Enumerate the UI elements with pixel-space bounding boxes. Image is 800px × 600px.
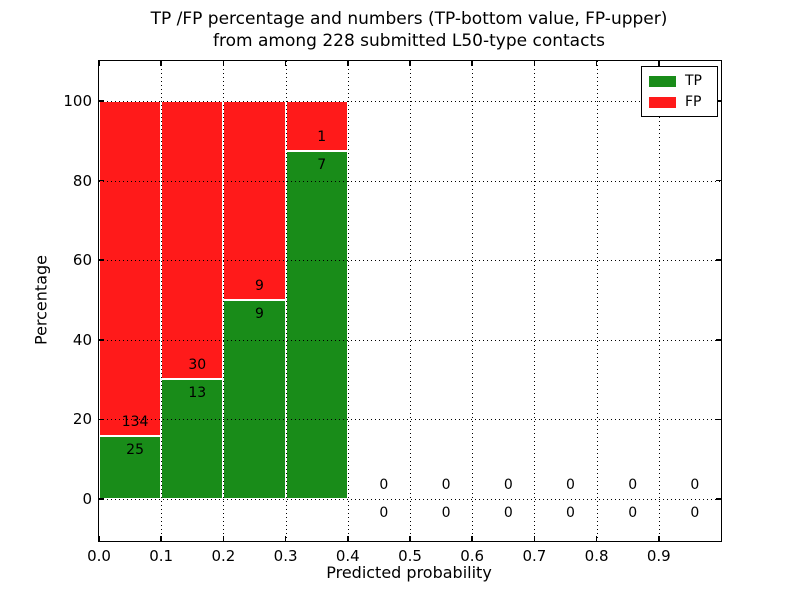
x-tick-top [284,61,287,66]
x-tick-label: 0.5 [398,547,422,565]
fp-count-label: 0 [379,477,389,493]
v-gridline [658,61,660,541]
y-tick-left [99,259,104,261]
y-tick-label: 80 [72,171,92,190]
x-tick-bottom [160,536,162,541]
x-tick-label: 0.1 [149,547,174,565]
v-gridline [223,61,225,541]
y-tick-right [716,498,721,500]
x-tick-top [160,61,162,66]
y-tick-right [716,339,721,341]
fp-count-label: 0 [690,477,700,493]
bar-segment-fp [285,101,348,151]
bar-segment-fp [99,101,162,437]
x-tick-label: 0.4 [335,547,360,565]
bar-segment-tp [99,436,162,499]
x-tick-top [533,61,536,66]
legend-label-tp: TP [685,73,702,89]
legend-label-fp: FP [685,94,702,110]
fp-count-label: 1 [317,128,327,145]
v-gridline [285,61,287,541]
tp-count-label: 0 [690,505,700,521]
x-tick-top [409,61,411,66]
x-tick-bottom [98,536,100,541]
x-tick-bottom [347,536,349,541]
y-tick-label: 20 [72,410,92,429]
fp-count-label: 9 [255,278,264,294]
y-tick-right [716,100,721,102]
v-gridline [410,61,411,541]
chart-title-line2: from among 228 submitted L50-type contac… [213,31,605,51]
x-tick-top [222,61,225,66]
y-tick-left [99,100,104,102]
x-tick-bottom [658,536,660,541]
x-tick-label: 0.3 [273,547,298,565]
x-tick-top [347,61,349,66]
v-gridline [472,61,474,541]
legend-swatch-fp [649,96,676,108]
legend: TP FP [641,66,718,117]
x-tick-bottom [471,536,473,541]
legend-row-fp: FP [649,94,709,110]
bar-segment-fp [223,101,286,300]
bar-segment-tp [285,150,348,499]
x-tick-label: 0.0 [87,547,111,565]
y-tick-left [99,179,104,182]
fp-count-label: 0 [503,477,513,493]
tp-count-label: 0 [566,505,575,521]
fp-count-label: 0 [566,477,575,493]
y-tick-right [716,418,721,421]
legend-swatch-tp [649,75,676,87]
x-axis-label: Predicted probability [326,563,492,582]
tp-count-label: 13 [188,384,207,401]
x-tick-bottom [222,536,225,541]
x-tick-top [658,61,660,66]
x-tick-label: 0.6 [460,547,485,565]
y-tick-label: 0 [82,490,92,508]
fp-count-label: 30 [188,356,207,373]
x-tick-label: 0.9 [646,547,671,565]
tp-count-label: 7 [317,156,327,173]
y-tick-left [99,418,104,421]
y-tick-left [99,339,104,341]
x-tick-bottom [284,536,287,541]
chart-title: TP /FP percentage and numbers (TP-bottom… [98,8,720,52]
chart-title-line1: TP /FP percentage and numbers (TP-bottom… [150,9,668,29]
y-tick-left [99,498,104,500]
tp-count-label: 9 [255,306,264,322]
x-tick-bottom [595,536,598,541]
y-tick-label: 40 [72,330,92,349]
bar-segment-tp [223,300,286,499]
plot-area: TP FP 0 20 40 60 80 100 0.0 0.1 0.2 0.3 0.4 0.5 0.6 0.… [63,60,722,565]
bar-segment-fp [161,101,224,379]
x-tick-bottom [533,536,536,541]
tp-count-label: 0 [628,505,638,521]
fp-count-label: 0 [628,477,638,493]
tp-count-label: 25 [126,442,144,459]
tp-count-label: 0 [441,505,451,521]
x-tick-top [471,61,473,66]
x-tick-top [98,61,100,66]
tp-count-label: 0 [503,505,513,521]
v-gridline [161,61,163,541]
y-tick-right [716,259,721,261]
x-tick-label: 0.2 [211,547,236,565]
legend-row-tp: TP [649,73,709,89]
x-tick-bottom [409,536,411,541]
y-tick-right [716,179,721,182]
tp-count-label: 0 [379,505,389,521]
x-tick-top [595,61,598,66]
y-tick-label: 60 [72,251,92,270]
y-tick-label: 100 [63,92,92,110]
v-gridline [596,61,598,541]
fp-count-label: 0 [441,477,451,493]
v-gridline [347,61,349,541]
x-tick-label: 0.8 [584,547,609,565]
x-tick-label: 0.7 [522,547,547,565]
v-gridline [534,61,536,541]
bar-segment-tp [161,378,224,499]
fp-count-label: 134 [121,414,149,431]
